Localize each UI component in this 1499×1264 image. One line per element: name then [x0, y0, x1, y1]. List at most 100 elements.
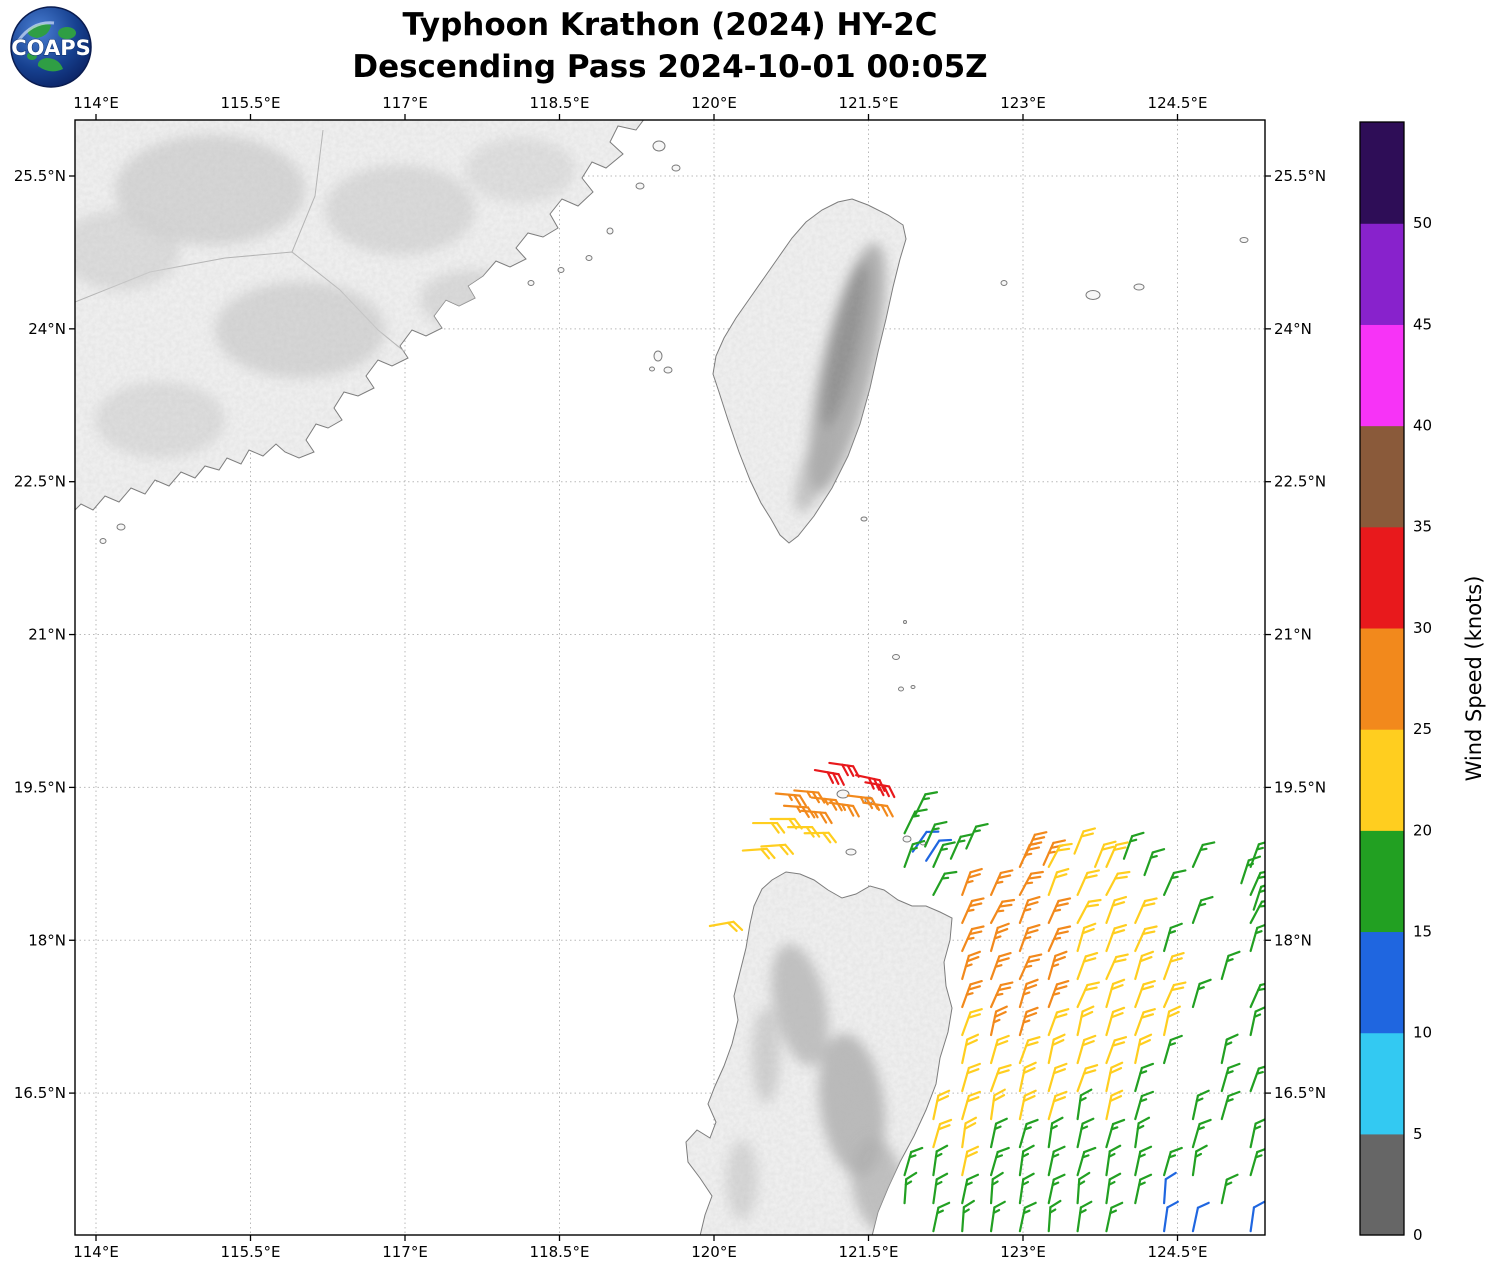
- wind-barb: [1018, 978, 1039, 1009]
- wind-barb: [862, 801, 894, 818]
- wind-barb-layer: [708, 761, 1265, 1233]
- wind-barb: [932, 1172, 949, 1205]
- wind-barb: [1076, 1117, 1095, 1149]
- colorbar-segment: [1360, 1032, 1404, 1135]
- wind-barb: [932, 1201, 951, 1233]
- wind-barb: [932, 841, 956, 868]
- wind-barb: [1249, 1200, 1265, 1233]
- wind-barb: [1105, 1061, 1124, 1093]
- plot-border: [74, 119, 1266, 1236]
- x-tick-label-top: 123°E: [1000, 94, 1046, 112]
- wind-barb: [752, 821, 786, 834]
- x-tick-label-top: 121.5°E: [839, 94, 899, 112]
- wind-barb: [1252, 882, 1265, 911]
- colorbar-tick-label: 5: [1413, 1125, 1423, 1143]
- wind-barb: [989, 1034, 1010, 1065]
- wind-barb: [1076, 869, 1100, 897]
- wind-barb: [1220, 950, 1241, 981]
- wind-barb: [924, 820, 948, 848]
- wind-barb: [1018, 1118, 1039, 1149]
- wind-barb: [741, 847, 776, 860]
- figure-title-block: Typhoon Krathon (2024) HY-2C Descending …: [75, 4, 1265, 88]
- wind-barb: [1018, 1201, 1037, 1233]
- colorbar-tick-label: 10: [1413, 1024, 1432, 1042]
- wind-barb: [1163, 869, 1187, 897]
- wind-barb: [774, 792, 807, 807]
- coaps-logo-text: COAPS: [11, 36, 90, 60]
- wind-barb: [1163, 922, 1183, 953]
- wind-barb: [932, 1144, 949, 1177]
- colorbar: 0 5 10 15 20 25 30 35 40 45 50 Wind Speed (knots): [1359, 121, 1486, 1244]
- wind-barb: [1163, 1146, 1183, 1177]
- wind-barb: [1047, 1033, 1066, 1065]
- colorbar-tick-label: 0: [1413, 1226, 1423, 1244]
- wind-barb: [1076, 1088, 1093, 1121]
- y-tick-label-right: 25.5°N: [1274, 167, 1326, 185]
- wind-barb: [803, 831, 837, 844]
- wind-barb: [828, 801, 860, 818]
- wind-barb: [1134, 925, 1158, 953]
- wind-barb: [1249, 981, 1265, 1009]
- y-tick-label-left: 16.5°N: [14, 1084, 66, 1102]
- wind-barb: [1191, 841, 1216, 868]
- wind-barb: [1047, 897, 1072, 925]
- wind-barb: [989, 869, 1014, 897]
- wind-barb: [1047, 1173, 1066, 1205]
- wind-barb: [913, 791, 939, 818]
- wind-barb: [760, 843, 795, 856]
- wind-barb: [1018, 870, 1044, 897]
- wind-barb: [1134, 1033, 1153, 1065]
- wind-barb: [1105, 841, 1129, 868]
- colorbar-tick-label: 45: [1413, 315, 1432, 333]
- wind-barb: [1220, 1173, 1239, 1205]
- wind-barb: [1105, 1089, 1124, 1121]
- x-tick-label-bottom: 117°E: [382, 1243, 428, 1261]
- wind-barb: [925, 838, 953, 862]
- wind-barb: [1105, 870, 1131, 897]
- wind-barb: [1220, 1033, 1239, 1065]
- colorbar-segment: [1360, 830, 1404, 933]
- colorbar-tick-label: 20: [1413, 821, 1432, 839]
- wind-barb: [1047, 1008, 1070, 1037]
- wind-barb: [1163, 1034, 1183, 1065]
- wind-barb: [1220, 1062, 1241, 1093]
- wind-barb: [1134, 1090, 1155, 1121]
- wind-barb: [1047, 1116, 1064, 1149]
- wind-barb: [961, 867, 983, 897]
- wind-barb: [1191, 1089, 1210, 1121]
- wind-barb: [903, 839, 926, 868]
- wind-barb: [989, 1088, 1006, 1121]
- wind-barb: [903, 1171, 918, 1205]
- wind-barb: [989, 898, 1016, 925]
- wind-barb: [989, 922, 1010, 953]
- wind-barb: [1018, 1172, 1035, 1205]
- wind-barb: [989, 981, 1014, 1009]
- wind-barb: [932, 1089, 951, 1121]
- wind-barb: [961, 1090, 982, 1121]
- wind-barb: [1163, 1171, 1177, 1205]
- wind-barb: [810, 796, 843, 812]
- wind-barb: [1018, 1144, 1035, 1177]
- wind-barb: [1076, 1171, 1091, 1205]
- x-tick-label-bottom: 120°E: [691, 1243, 737, 1261]
- wind-barb: [1249, 839, 1265, 868]
- colorbar-segment: [1360, 526, 1404, 629]
- wind-barb: [1163, 981, 1187, 1009]
- wind-barb: [1249, 1146, 1265, 1177]
- coaps-logo: COAPS: [8, 4, 94, 90]
- wind-barb: [961, 980, 983, 1009]
- colorbar-segment: [1360, 729, 1404, 831]
- figure-subtitle: Descending Pass 2024-10-01 00:05Z: [352, 49, 988, 85]
- y-tick-label-right: 22.5°N: [1274, 473, 1326, 491]
- x-tick-label-bottom: 114°E: [73, 1243, 119, 1261]
- y-tick-label-left: 25.5°N: [14, 167, 66, 185]
- figure-title: Typhoon Krathon (2024) HY-2C: [402, 7, 938, 43]
- wind-barb: [989, 1005, 1008, 1037]
- x-tick-label-bottom: 123°E: [1000, 1243, 1046, 1261]
- wind-barb: [1018, 895, 1041, 925]
- colorbar-segment: [1360, 425, 1404, 528]
- wind-barb: [1220, 1090, 1241, 1121]
- wind-barb: [1134, 1116, 1151, 1149]
- wind-barb: [932, 1118, 953, 1149]
- wind-barb: [1047, 1090, 1068, 1121]
